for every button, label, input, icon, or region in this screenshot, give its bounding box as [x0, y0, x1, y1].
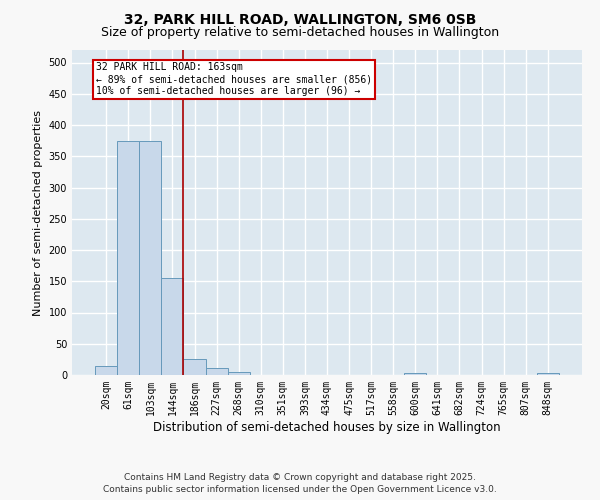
Text: Contains HM Land Registry data © Crown copyright and database right 2025.
Contai: Contains HM Land Registry data © Crown c… [103, 472, 497, 494]
Bar [404, 372, 427, 375]
X-axis label: Distribution of semi-detached houses by size in Wallington: Distribution of semi-detached houses by … [153, 420, 501, 434]
Bar [227, 372, 250, 375]
Bar [537, 372, 559, 375]
Bar [206, 368, 227, 375]
Text: Size of property relative to semi-detached houses in Wallington: Size of property relative to semi-detach… [101, 26, 499, 39]
Bar [161, 278, 184, 375]
Bar [117, 140, 139, 375]
Text: 32, PARK HILL ROAD, WALLINGTON, SM6 0SB: 32, PARK HILL ROAD, WALLINGTON, SM6 0SB [124, 12, 476, 26]
Y-axis label: Number of semi-detached properties: Number of semi-detached properties [33, 110, 43, 316]
Text: 32 PARK HILL ROAD: 163sqm
← 89% of semi-detached houses are smaller (856)
10% of: 32 PARK HILL ROAD: 163sqm ← 89% of semi-… [96, 62, 373, 96]
Bar [139, 140, 161, 375]
Bar [95, 366, 117, 375]
Bar [184, 360, 206, 375]
